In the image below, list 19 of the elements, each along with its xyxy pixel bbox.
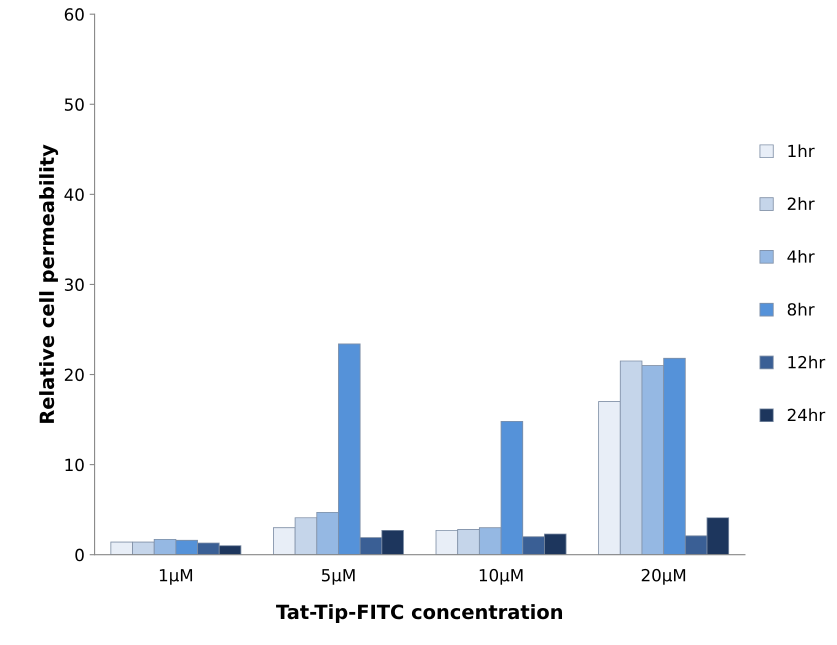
legend-label: 1hr xyxy=(788,144,815,158)
x-tick-label: 1μM xyxy=(160,569,192,585)
y-tick-label: 10 xyxy=(65,458,84,472)
y-tick-label: 30 xyxy=(64,278,84,292)
legend-label: 12hr xyxy=(788,356,826,368)
legend-label: 4hr xyxy=(787,250,815,263)
x-tick-label: 20μM xyxy=(642,568,686,585)
legend-label: 8hr xyxy=(788,302,815,316)
x-tick-label: 5μM xyxy=(322,569,355,585)
x-tick-label: 10μM xyxy=(480,568,523,585)
y-tick-label: 20 xyxy=(64,368,84,382)
legend-label: 2hr xyxy=(788,197,815,210)
x-axis-title: Tat-Tip-FITC concentration xyxy=(276,604,562,623)
y-tick-label: 60 xyxy=(64,8,84,21)
y-tick-label: 0 xyxy=(75,548,84,562)
y-tick-label: 50 xyxy=(64,98,84,111)
legend-label: 24hr xyxy=(788,408,826,422)
y-axis-title: Relative cell permeability xyxy=(39,144,58,423)
y-tick-label: 40 xyxy=(64,188,84,201)
